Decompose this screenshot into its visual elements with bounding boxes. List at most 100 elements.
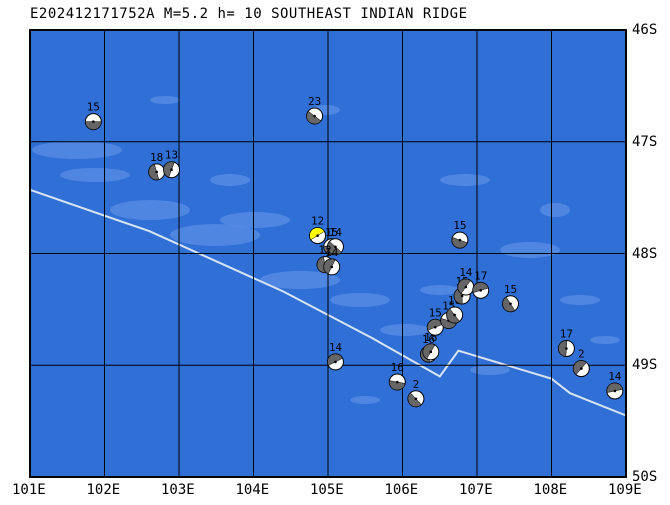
epicenter-dot <box>565 347 568 350</box>
compression-quadrant <box>407 392 422 407</box>
earthquake-event[interactable]: 2 <box>407 378 425 408</box>
epicenter-dot <box>330 265 334 269</box>
shallow-bathymetry <box>260 271 340 289</box>
compression-quadrant <box>446 308 460 324</box>
compression-quadrant <box>323 258 336 275</box>
event-depth-label: 12 <box>318 244 331 257</box>
lon-tick-label: 104E <box>235 482 270 498</box>
map-frame <box>29 29 627 478</box>
epicenter-dot <box>460 294 464 298</box>
lon-tick-label: 107E <box>459 482 493 498</box>
shallow-bathymetry <box>170 224 260 246</box>
compression-quadrant <box>309 227 325 241</box>
epicenter-dot <box>170 168 173 171</box>
event-depth-label: 14 <box>325 246 339 259</box>
compression-quadrant <box>306 110 322 125</box>
earthquake-event[interactable]: 23 <box>306 95 324 125</box>
epicenter-dot <box>433 325 437 329</box>
shallow-bathymetry <box>590 336 620 344</box>
event-depth-label: 14 <box>459 266 473 279</box>
epicenter-dot <box>395 380 399 384</box>
epicenter-dot <box>429 350 433 354</box>
compression-quadrant <box>422 343 436 360</box>
lat-tick-label: 46S <box>632 22 658 38</box>
lat-tick-label: 49S <box>632 357 658 374</box>
lon-tick-label: 101E <box>12 482 46 498</box>
epicenter-dot <box>453 313 456 317</box>
earthquake-event[interactable]: 16 <box>422 331 440 361</box>
shallow-bathymetry <box>220 212 290 228</box>
compression-quadrant <box>558 340 568 357</box>
compression-quadrant <box>573 360 587 375</box>
event-depth-label: 17 <box>474 269 487 282</box>
earthquake-event[interactable]: 14 <box>326 226 344 256</box>
earthquake-event[interactable]: 15 <box>84 101 102 131</box>
lon-tick-label: 105E <box>310 482 344 498</box>
epicenter-dot <box>316 234 319 237</box>
event-depth-label: 14 <box>329 341 343 354</box>
epicenter-dot <box>479 289 483 292</box>
compression-quadrant <box>502 296 516 313</box>
earthquake-event[interactable]: 15 <box>502 283 520 313</box>
plate-boundary-line <box>29 188 627 417</box>
earthquake-event[interactable]: 14 <box>457 266 475 296</box>
earthquake-event[interactable]: 17 <box>557 327 575 357</box>
lon-tick-label: 102E <box>86 482 121 498</box>
event-depth-label: 12 <box>311 215 324 228</box>
lon-tick-label: 106E <box>384 482 419 498</box>
lon-tick-label: 109E <box>608 482 642 498</box>
compression-quadrant <box>85 121 102 130</box>
compression-quadrant <box>606 382 623 393</box>
earthquake-event[interactable]: 2 <box>572 348 590 378</box>
event-depth-label: 15 <box>504 283 517 296</box>
event-depth-label: 15 <box>453 219 466 232</box>
epicenter-dot <box>464 285 468 289</box>
shallow-bathymetry <box>150 96 180 104</box>
epicenter-dot <box>155 170 158 174</box>
event-depth-label: 14 <box>608 370 622 383</box>
event-depth-label: 17 <box>560 327 573 340</box>
earthquake-event[interactable]: 14 <box>326 341 344 371</box>
earthquake-event[interactable]: 15 <box>451 219 469 249</box>
shallow-bathymetry <box>32 141 122 159</box>
compression-quadrant <box>457 278 471 294</box>
shallow-bathymetry <box>110 200 190 220</box>
compression-quadrant <box>163 161 175 178</box>
map-title: E202412171752A M=5.2 h= 10 SOUTHEAST IND… <box>30 6 468 22</box>
shallow-bathymetry <box>440 174 490 186</box>
shallow-bathymetry <box>60 168 130 182</box>
earthquake-event[interactable]: 15 <box>426 306 444 336</box>
event-depth-label: 14 <box>329 226 343 239</box>
lat-tick-label: 50S <box>632 469 658 485</box>
epicenter-dot <box>580 367 583 370</box>
earthquake-event[interactable]: 13 <box>163 149 181 179</box>
earthquake-event[interactable]: 16 <box>388 361 406 391</box>
epicenter-dot <box>334 245 337 249</box>
compression-quadrant <box>451 237 468 249</box>
event-depth-label: 2 <box>413 378 420 391</box>
earthquake-event[interactable]: 17 <box>472 269 490 299</box>
event-depth-label: 23 <box>308 95 321 108</box>
compression-quadrant <box>148 163 160 181</box>
event-depth-label: 2 <box>578 348 585 361</box>
shallow-bathymetry <box>540 203 570 217</box>
earthquake-event[interactable]: 12 <box>309 215 327 245</box>
lon-tick-label: 103E <box>161 482 195 498</box>
lat-tick-label: 47S <box>632 133 658 150</box>
shallow-bathymetry <box>380 324 430 336</box>
lat-tick-label: 48S <box>632 245 658 262</box>
event-depth-label: 15 <box>87 101 100 114</box>
event-depth-label: 13 <box>165 149 178 162</box>
earthquake-event[interactable]: 18 <box>148 151 166 181</box>
compression-quadrant <box>440 318 457 329</box>
event-depth-label: 16 <box>391 361 404 374</box>
earthquake-event[interactable]: 14 <box>323 246 341 276</box>
shallow-bathymetry <box>210 174 250 186</box>
shallow-bathymetry <box>350 396 380 404</box>
compression-quadrant <box>327 241 342 256</box>
epicenter-dot <box>509 302 512 306</box>
event-depth-label: 15 <box>325 226 338 239</box>
epicenter-dot <box>458 238 462 242</box>
earthquake-event[interactable]: 14 <box>606 370 624 400</box>
